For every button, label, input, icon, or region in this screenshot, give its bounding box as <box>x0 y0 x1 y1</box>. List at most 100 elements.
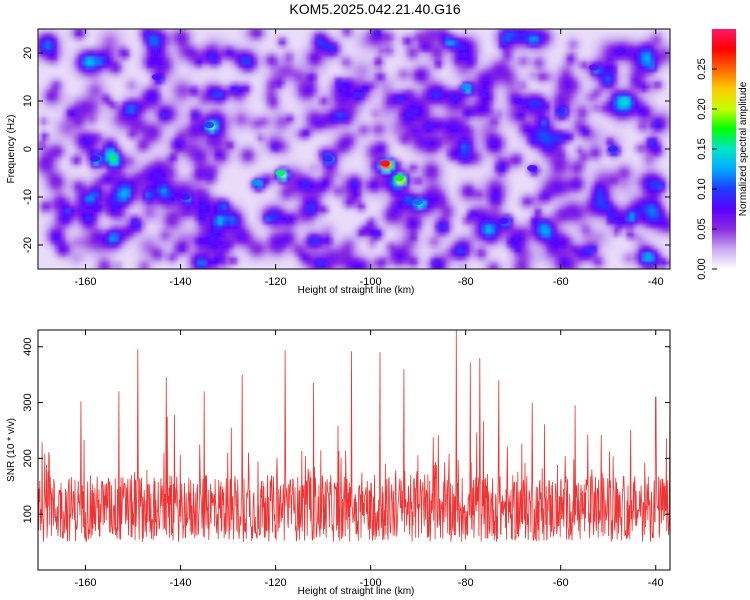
heatmap-cell <box>286 73 291 78</box>
heatmap-cell <box>42 109 47 114</box>
heatmap-cell <box>530 117 535 122</box>
heatmap-cell <box>270 73 275 78</box>
heatmap-cell <box>386 45 391 50</box>
heatmap-cell <box>302 145 307 150</box>
heatmap-cell <box>286 33 291 38</box>
heatmap-cell <box>642 117 647 122</box>
heatmap-cell <box>150 149 155 154</box>
heatmap-cell <box>458 133 463 138</box>
heatmap-cell <box>426 73 431 78</box>
heatmap-cell <box>226 145 231 150</box>
heatmap-cell <box>342 137 347 142</box>
heatmap-cell <box>182 149 187 154</box>
heatmap-cell <box>258 137 263 142</box>
heatmap-cell <box>74 53 79 58</box>
heatmap-cell <box>242 149 247 154</box>
heatmap-cell <box>230 61 235 66</box>
heatmap-cell <box>486 113 491 118</box>
heatmap-cell <box>226 137 231 142</box>
heatmap-cell <box>466 149 471 154</box>
heatmap-cell <box>334 77 339 82</box>
heatmap-cell <box>518 57 523 62</box>
heatmap-cell <box>182 101 187 106</box>
heatmap-cell <box>82 81 87 86</box>
heatmap-cell <box>498 57 503 62</box>
heatmap-cell <box>626 29 631 34</box>
heatmap-cell <box>430 53 435 58</box>
heatmap-cell <box>174 57 179 62</box>
heatmap-cell <box>566 93 571 98</box>
heatmap-cell <box>206 105 211 110</box>
heatmap-cell <box>162 29 167 34</box>
heatmap-cell <box>594 101 599 106</box>
heatmap-cell <box>342 77 347 82</box>
heatmap-cell <box>614 41 619 46</box>
heatmap-cell <box>498 149 503 154</box>
heatmap-cell <box>286 145 291 150</box>
heatmap-cell <box>578 33 583 38</box>
heatmap-cell <box>346 65 351 70</box>
heatmap-cell <box>250 29 255 34</box>
heatmap-cell <box>630 33 635 38</box>
heatmap-cell <box>82 93 87 98</box>
heatmap-cell <box>310 49 315 54</box>
heatmap-cell <box>186 93 191 98</box>
heatmap-cell <box>210 45 215 50</box>
heatmap-cell <box>538 97 543 102</box>
heatmap-cell <box>374 133 379 138</box>
heatmap-cell <box>366 109 371 114</box>
heatmap-cell <box>242 53 247 58</box>
heatmap-cell <box>90 29 95 34</box>
heatmap-cell <box>290 29 295 34</box>
heatmap-cell <box>174 153 179 158</box>
heatmap-cell <box>134 105 139 110</box>
heatmap-cell <box>358 113 363 118</box>
heatmap-cell <box>626 65 631 70</box>
heatmap-cell <box>162 77 167 82</box>
heatmap-cell <box>334 105 339 110</box>
heatmap-cell <box>410 109 415 114</box>
heatmap-cell <box>550 37 555 42</box>
heatmap-cell <box>154 29 159 34</box>
heatmap-cell <box>206 53 211 58</box>
heatmap-cell <box>290 153 295 158</box>
heatmap-cell <box>126 101 131 106</box>
heatmap-cell <box>562 81 567 86</box>
heatmap-cell <box>474 113 479 118</box>
heatmap-cell <box>438 93 443 98</box>
heatmap-cell <box>238 73 243 78</box>
heatmap-cell <box>554 149 559 154</box>
heatmap-cell <box>126 133 131 138</box>
heatmap-cell <box>478 145 483 150</box>
heatmap-cell <box>414 153 419 158</box>
heatmap-cell <box>142 105 147 110</box>
heatmap-cell <box>506 133 511 138</box>
heatmap-cell <box>582 29 587 34</box>
heatmap-cell <box>482 69 487 74</box>
heatmap-cell <box>62 105 67 110</box>
heatmap-cell <box>590 33 595 38</box>
heatmap-cell <box>470 69 475 74</box>
heatmap-cell <box>358 121 363 126</box>
heatmap-cell <box>434 109 439 114</box>
heatmap-cell <box>290 141 295 146</box>
heatmap-cell <box>158 153 163 158</box>
heatmap-cell <box>78 117 83 122</box>
heatmap-cell <box>386 97 391 102</box>
heatmap-cell <box>522 37 527 42</box>
heatmap-cell <box>406 133 411 138</box>
heatmap-cell <box>54 81 59 86</box>
heatmap-cell <box>498 41 503 46</box>
heatmap-cell <box>630 77 635 82</box>
heatmap-cell <box>130 73 135 78</box>
heatmap-cell <box>334 69 339 74</box>
heatmap-cell <box>522 61 527 66</box>
heatmap-cell <box>278 57 283 62</box>
heatmap-cell <box>586 53 591 58</box>
heatmap-cell <box>118 33 123 38</box>
heatmap-cell <box>94 89 99 94</box>
heatmap-cell <box>266 57 271 62</box>
heatmap-cell <box>382 65 387 70</box>
heatmap-cell <box>54 53 59 58</box>
heatmap-cell <box>234 69 239 74</box>
